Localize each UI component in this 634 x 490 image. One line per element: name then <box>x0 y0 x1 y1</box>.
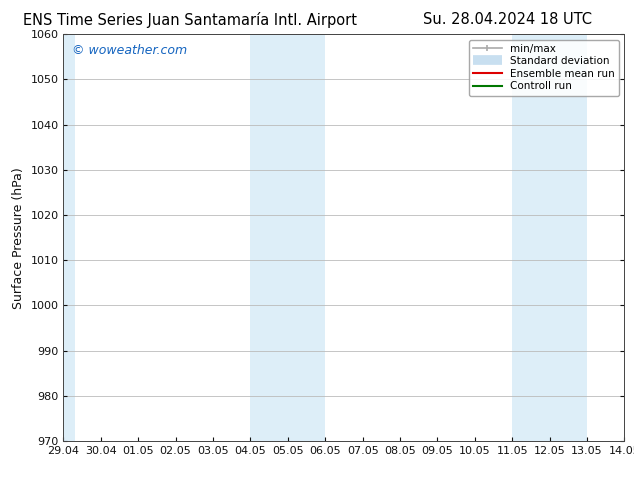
Text: Su. 28.04.2024 18 UTC: Su. 28.04.2024 18 UTC <box>423 12 592 27</box>
Bar <box>250 34 325 441</box>
Bar <box>512 34 587 441</box>
Y-axis label: Surface Pressure (hPa): Surface Pressure (hPa) <box>12 167 25 309</box>
Text: ENS Time Series Juan Santamaría Intl. Airport: ENS Time Series Juan Santamaría Intl. Ai… <box>23 12 357 28</box>
Text: © woweather.com: © woweather.com <box>72 45 187 57</box>
Legend: min/max, Standard deviation, Ensemble mean run, Controll run: min/max, Standard deviation, Ensemble me… <box>469 40 619 96</box>
Bar <box>63 34 75 441</box>
